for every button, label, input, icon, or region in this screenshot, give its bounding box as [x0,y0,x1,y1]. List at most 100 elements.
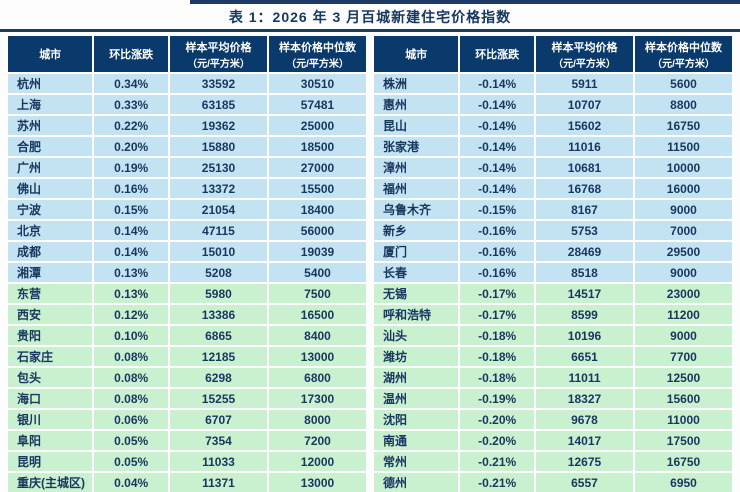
cell-city: 张家港 [371,135,461,158]
cell-city: 合肥 [5,135,95,158]
col-header-label: 样本平均价格 [551,41,618,54]
cell-avg: 11033 [167,450,269,473]
price-table-left: 城市 环比涨跌 样本平均价格 （元/平方米） 样本价格中位数 （元/平方米） 杭… [5,34,369,492]
table-row: 湖州 -0.18% 11011 12500 [371,366,735,389]
cell-city: 南通 [371,429,461,452]
cell-change: 0.06% [92,408,170,431]
cell-city: 杭州 [5,72,95,95]
cell-median: 17500 [632,429,735,452]
cell-median: 12000 [266,450,369,473]
col-header-label: 样本平均价格 [185,41,252,54]
col-header-label: 环比涨跌 [109,49,154,61]
table-row: 乌鲁木齐 -0.15% 8167 9000 [371,198,735,221]
cell-change: 0.12% [92,303,170,326]
col-header-sublabel: （元/平方米） [652,58,715,70]
cell-city: 昆山 [371,114,461,137]
table-row: 潍坊 -0.18% 6651 7700 [371,345,735,368]
cell-city: 漳州 [371,156,461,179]
cell-median: 7200 [266,429,369,452]
cell-median: 23000 [632,282,735,305]
cell-change: 0.08% [92,366,170,389]
col-header-avg-price: 样本平均价格 （元/平方米） [167,34,269,74]
cell-city: 潍坊 [371,345,461,368]
cell-median: 9000 [632,324,735,347]
cell-avg: 5911 [533,72,635,95]
cell-avg: 11011 [533,366,635,389]
cell-change: -0.17% [458,282,536,305]
table-row: 重庆(主城区) 0.04% 11371 13000 [5,471,369,492]
cell-median: 30510 [266,72,369,95]
table-body-left: 杭州 0.34% 33592 30510 上海 0.33% 63185 57481 苏州 0.22… [5,72,369,492]
cell-change: 0.08% [92,345,170,368]
title-underline [0,29,740,32]
cell-city: 福州 [371,177,461,200]
top-rule [190,0,740,4]
cell-avg: 21054 [167,198,269,221]
cell-change: 0.16% [92,177,170,200]
cell-avg: 10681 [533,156,635,179]
cell-median: 13000 [266,345,369,368]
cell-avg: 7354 [167,429,269,452]
cell-change: -0.14% [458,177,536,200]
col-header-change: 环比涨跌 [92,34,170,74]
cell-median: 10000 [632,156,735,179]
cell-city: 佛山 [5,177,95,200]
cell-city: 石家庄 [5,345,95,368]
cell-city: 乌鲁木齐 [371,198,461,221]
table-row: 汕头 -0.18% 10196 9000 [371,324,735,347]
table-row: 银川 0.06% 6707 8000 [5,408,369,431]
cell-city: 宁波 [5,198,95,221]
cell-median: 6950 [632,471,735,492]
cell-avg: 12675 [533,450,635,473]
cell-change: -0.16% [458,219,536,242]
cell-avg: 5208 [167,261,269,284]
col-header-change: 环比涨跌 [458,34,536,74]
cell-change: 0.05% [92,450,170,473]
table-row: 西安 0.12% 13386 16500 [5,303,369,326]
table-row: 温州 -0.19% 18327 15600 [371,387,735,410]
cell-city: 包头 [5,366,95,389]
cell-change: -0.16% [458,261,536,284]
cell-city: 无锡 [371,282,461,305]
cell-change: 0.14% [92,240,170,263]
cell-avg: 5753 [533,219,635,242]
table-row: 北京 0.14% 47115 56000 [5,219,369,242]
cell-change: -0.14% [458,156,536,179]
cell-median: 18400 [266,198,369,221]
cell-avg: 10196 [533,324,635,347]
cell-change: -0.14% [458,135,536,158]
cell-avg: 8518 [533,261,635,284]
cell-median: 9000 [632,261,735,284]
col-header-median-price: 样本价格中位数 （元/平方米） [632,34,735,74]
cell-city: 厦门 [371,240,461,263]
cell-median: 25000 [266,114,369,137]
cell-median: 7700 [632,345,735,368]
col-header-label: 城市 [39,49,62,61]
col-header-label: 样本价格中位数 [644,41,722,54]
cell-avg: 12185 [167,345,269,368]
col-header-avg-price: 样本平均价格 （元/平方米） [533,34,635,74]
cell-change: 0.13% [92,261,170,284]
cell-median: 5600 [632,72,735,95]
cell-median: 27000 [266,156,369,179]
cell-median: 17300 [266,387,369,410]
cell-median: 6800 [266,366,369,389]
title-area: 表 1：2026 年 3 月百城新建住宅价格指数 [0,0,740,29]
cell-city: 上海 [5,93,95,116]
table-row: 湘潭 0.13% 5208 5400 [5,261,369,284]
cell-city: 昆明 [5,450,95,473]
cell-change: 0.19% [92,156,170,179]
cell-median: 7000 [632,219,735,242]
cell-median: 18500 [266,135,369,158]
cell-avg: 10707 [533,93,635,116]
table-header: 城市 环比涨跌 样本平均价格 （元/平方米） 样本价格中位数 （元/平方米） [371,34,735,74]
table-row: 贵阳 0.10% 6865 8400 [5,324,369,347]
price-table-right: 城市 环比涨跌 样本平均价格 （元/平方米） 样本价格中位数 （元/平方米） 株… [371,34,735,492]
cell-avg: 14017 [533,429,635,452]
cell-city: 重庆(主城区) [5,471,95,492]
cell-change: -0.18% [458,324,536,347]
table-row: 无锡 -0.17% 14517 23000 [371,282,735,305]
table-row: 福州 -0.14% 16768 16000 [371,177,735,200]
cell-change: 0.05% [92,429,170,452]
